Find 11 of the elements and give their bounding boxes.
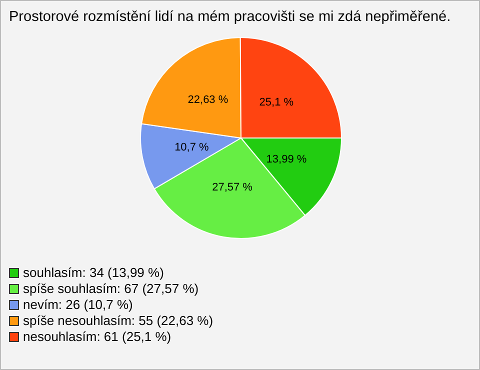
legend-label: spíše souhlasím: 67 (27,57 %) [23,281,199,297]
data-label: 13,99 % [266,153,307,166]
data-label: 22,63 % [188,94,228,106]
data-label: 10,7 % [174,142,210,154]
data-label: 27,57 % [212,182,253,194]
legend-label: nevím: 26 (10,7 %) [23,297,133,313]
legend-label: souhlasím: 34 (13,99 %) [23,265,164,281]
chart-title: Prostorové rozmístění lidí na mém pracovišti se mi zdá nepřiměřené. [9,9,451,25]
legend-label: spíše nesouhlasím: 55 (22,63 %) [23,313,214,329]
legend-label: nesouhlasím: 61 (25,1 %) [23,329,172,345]
data-label: 25,1 % [259,96,294,108]
